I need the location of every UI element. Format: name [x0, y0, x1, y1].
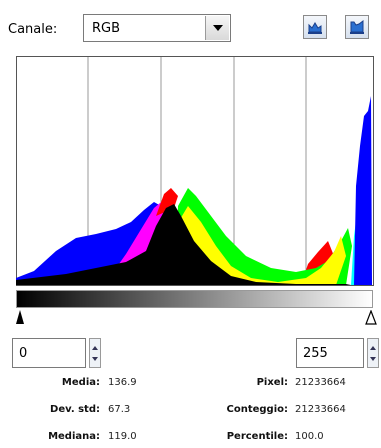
std-label: Dev. std: [50, 404, 100, 415]
range-end-marker[interactable] [365, 310, 377, 326]
linear-histogram-icon [308, 22, 322, 34]
percentile-label: Percentile: [226, 431, 288, 442]
range-end-input[interactable]: 255 [296, 338, 364, 368]
median-label: Mediana: [48, 431, 100, 442]
percentile-value: 100.0 [295, 431, 324, 442]
range-end-stepper[interactable] [367, 338, 379, 368]
range-start-stepper[interactable] [89, 338, 101, 368]
std-value: 67.3 [108, 404, 131, 415]
gradient-bar [16, 290, 373, 308]
channel-label: Canale: [8, 22, 58, 37]
histogram-black-channel [16, 204, 351, 285]
channel-select-value: RGB [92, 21, 121, 36]
log-histogram-button[interactable] [345, 15, 369, 39]
median-value: 119.0 [108, 431, 137, 442]
count-label: Conteggio: [226, 404, 288, 415]
chevron-down-icon[interactable] [205, 16, 229, 40]
histogram-blue-channel-right [354, 96, 372, 285]
count-value: 21233664 [295, 404, 346, 415]
histogram-plot [16, 56, 374, 286]
pixels-label: Pixel: [256, 377, 288, 388]
log-histogram-icon [350, 20, 364, 34]
mean-value: 136.9 [108, 377, 137, 388]
channel-select[interactable]: RGB [83, 14, 231, 42]
range-start-input[interactable]: 0 [12, 338, 86, 368]
mean-label: Media: [61, 377, 100, 388]
linear-histogram-button[interactable] [303, 15, 327, 39]
pixels-value: 21233664 [295, 377, 346, 388]
histogram-yellow-channel [176, 206, 346, 285]
histogram-red-channel [156, 188, 178, 216]
range-start-marker[interactable] [16, 310, 24, 324]
